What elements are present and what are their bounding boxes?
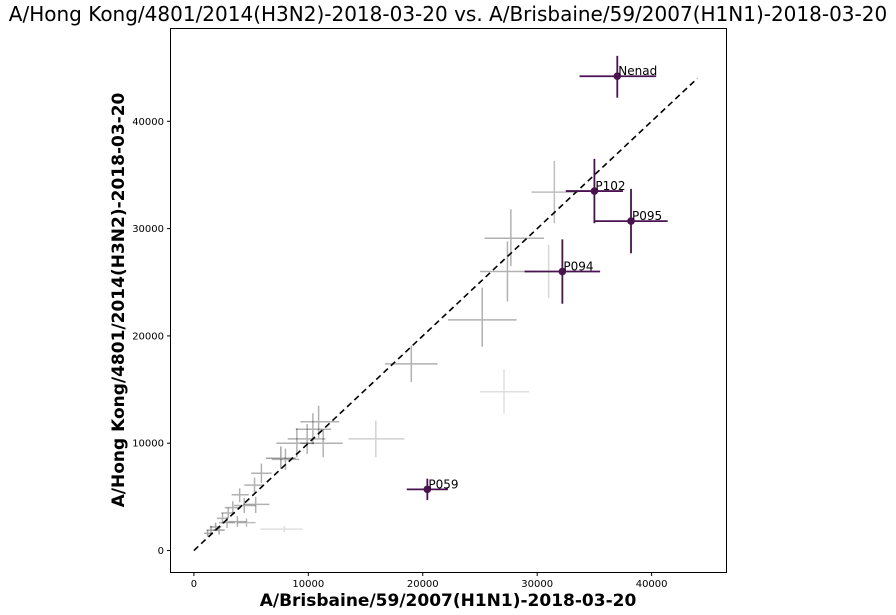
background-point-13 (265, 446, 296, 469)
point-label-0: Nenad (618, 64, 657, 78)
reference-line (193, 77, 698, 552)
highlight-point-nenad: Nenad (579, 55, 657, 98)
highlight-point-p059: P059 (406, 477, 458, 501)
y-tick-label-0: 0 (158, 546, 164, 557)
background-point-30 (237, 518, 256, 527)
axis-ticks: 0 10000 20000 30000 40000 0 10000 20000 30000 400… (132, 117, 667, 590)
point-label-2: P095 (632, 209, 662, 223)
background-point-0 (531, 160, 579, 224)
background-point-5 (479, 369, 530, 414)
background-point-14 (271, 448, 300, 471)
background-point-12 (276, 428, 315, 458)
background-point-17 (231, 488, 249, 503)
y-axis-label: A/Hong Kong/4801/2014(H3N2)-2018-03-20 (109, 92, 129, 507)
x-tick-label-0: 0 (191, 579, 197, 590)
plot-marks: Nenad P102 P095 P094 P059 (193, 55, 698, 552)
highlight-marker-1 (590, 187, 599, 195)
y-tick-label-1: 10000 (132, 439, 164, 450)
background-point-27 (204, 530, 213, 537)
x-axis-label: A/Brisbaine/59/2007(H1N1)-2018-03-20 (260, 591, 637, 611)
x-tick-label-2: 20000 (407, 579, 439, 590)
y-tick-label-3: 30000 (132, 224, 164, 235)
background-point-4 (447, 287, 517, 347)
x-tick-label-1: 10000 (292, 579, 324, 590)
x-tick-label-3: 30000 (521, 579, 553, 590)
background-point-23 (228, 516, 247, 527)
background-point-19 (233, 497, 256, 513)
background-point-7 (348, 420, 405, 458)
y-tick-label-2: 20000 (132, 331, 164, 342)
point-label-1: P102 (595, 179, 625, 193)
highlight-point-p095: P095 (594, 188, 668, 254)
background-point-18 (243, 496, 270, 513)
y-tick-label-4: 40000 (132, 117, 164, 128)
highlight-point-p094: P094 (524, 239, 601, 304)
highlight-marker-2 (627, 217, 635, 225)
background-point-16 (244, 477, 264, 493)
highlight-point-p102: P102 (565, 158, 626, 224)
point-label-3: P094 (563, 260, 593, 274)
background-point-15 (251, 463, 272, 483)
background-point-20 (224, 501, 241, 515)
plot-frame (170, 28, 727, 573)
highlight-marker-4 (423, 485, 432, 494)
background-point-29 (260, 525, 303, 533)
point-label-4: P059 (428, 477, 458, 491)
chart-title: A/Hong Kong/4801/2014(H3N2)-2018-03-20 v… (9, 2, 887, 26)
background-point-1 (484, 209, 545, 267)
background-point-11 (287, 423, 326, 454)
x-tick-label-4: 40000 (636, 579, 668, 590)
background-point-22 (216, 512, 229, 524)
highlight-marker-0 (613, 72, 622, 81)
highlight-marker-3 (558, 267, 567, 276)
background-point-26 (206, 525, 216, 535)
background-point-10 (300, 429, 343, 458)
